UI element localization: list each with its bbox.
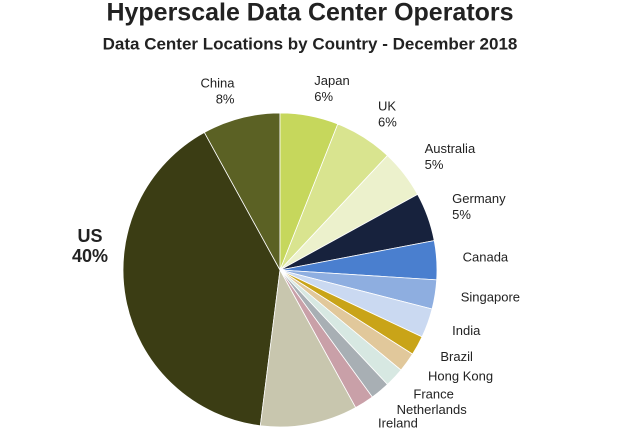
category-label: UK [378, 99, 396, 114]
pie-slice [259, 268, 357, 428]
category-label: France [413, 387, 453, 402]
category-label: Germany [452, 191, 506, 206]
category-label: Brazil [440, 350, 473, 365]
chart-title: Hyperscale Data Center Operators [106, 0, 513, 27]
slice-label: Japan 6% [314, 74, 349, 105]
pie: US 40%China 8%Japan 6%UK 6%Australia 5%German… [72, 74, 520, 442]
value-label: 5% [425, 157, 444, 172]
slice-label: UK 6% [378, 99, 397, 130]
slice-label: Netherlands [397, 402, 468, 417]
category-label: China [201, 76, 236, 91]
slice-label: Brazil [440, 350, 473, 365]
value-label: 8% [216, 92, 235, 107]
category-label: India [452, 323, 481, 338]
slice-label: India [452, 323, 481, 338]
slice-label: France [413, 387, 453, 402]
category-label: Ireland [378, 416, 418, 431]
slice-label: Australia 5% [425, 141, 476, 172]
slice-label: Canada [463, 250, 509, 265]
slice-label: Ireland [378, 416, 418, 431]
category-label: Hong Kong [428, 369, 493, 384]
category-label: US [77, 226, 102, 246]
chart-subtitle: Data Center Locations by Country - Decem… [103, 34, 518, 53]
category-label: Japan [314, 74, 349, 89]
slice-label: Singapore [461, 290, 520, 305]
value-label: 40% [72, 246, 108, 266]
slice-label: Germany 5% [452, 191, 506, 222]
value-label: 6% [378, 115, 397, 130]
slice-label: China 8% [201, 76, 236, 107]
category-label: Netherlands [397, 402, 468, 417]
value-label: 5% [452, 207, 471, 222]
value-label: 6% [314, 90, 333, 105]
pie-slice [122, 131, 281, 427]
category-label: Singapore [461, 290, 520, 305]
category-label: Canada [463, 250, 509, 265]
slice-label: Hong Kong [428, 369, 493, 384]
category-label: Australia [425, 141, 476, 156]
slice-label: US 40% [72, 226, 108, 266]
